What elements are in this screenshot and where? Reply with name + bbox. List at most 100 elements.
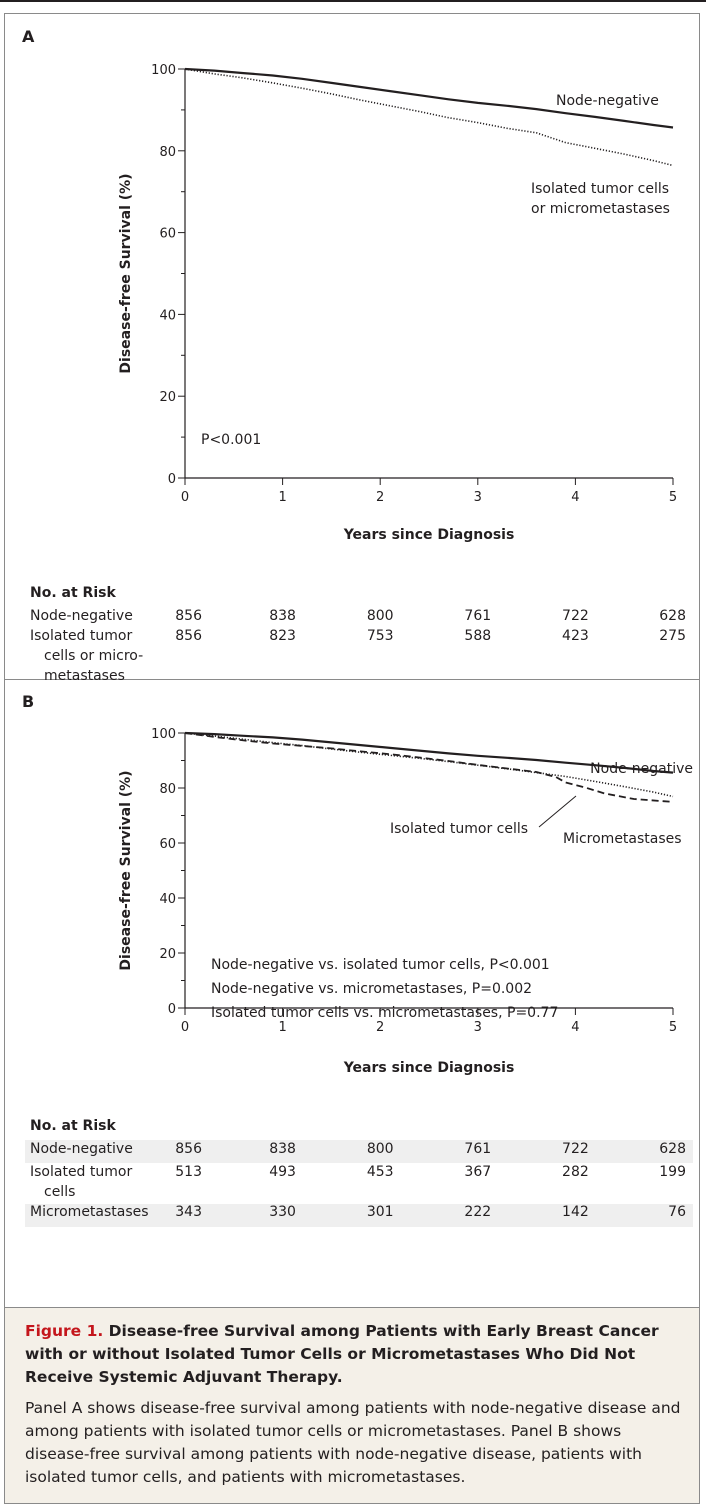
y-axis-title: Disease-free Survival (%) [118,173,134,373]
y-tick-label: 0 [168,472,176,487]
caption-title-text: Disease-free Survival among Patients wit… [25,1322,659,1386]
series-label-line: Isolated tumor cells [390,821,528,837]
risk-row-label: cells or micro- [44,648,143,664]
x-tick-label: 4 [571,490,579,505]
risk-value: 761 [464,1141,491,1157]
risk-value: 800 [367,608,394,624]
figure-frame [4,13,700,1504]
risk-table-title: No. at Risk [30,1118,116,1134]
risk-value: 838 [269,1141,296,1157]
series-label-1: Node-negative [556,93,659,109]
series-label-line: or micrometastases [531,201,670,217]
risk-value: 343 [175,1204,202,1220]
caption-title: Figure 1. Disease-free Survival among Pa… [25,1320,690,1389]
x-axis-title: Years since Diagnosis [343,527,515,543]
risk-value: 722 [562,608,589,624]
risk-row-label: Node-negative [30,608,133,624]
figure-caption: Figure 1. Disease-free Survival among Pa… [25,1320,690,1489]
series-label-3: Micrometastases [563,831,682,847]
risk-value: 722 [562,1141,589,1157]
risk-value: 423 [562,628,589,644]
caption-background [5,1308,699,1503]
y-tick-label: 0 [168,1002,176,1017]
x-tick-label: 4 [571,1020,579,1035]
risk-table-title: No. at Risk [30,585,116,601]
panel-letter: A [22,27,35,46]
series-line-3 [184,732,674,803]
series-label-2: Isolated tumor cells or micrometastases [531,181,670,217]
risk-value: 330 [269,1204,296,1220]
x-tick-label: 5 [669,490,677,505]
risk-value: 367 [464,1164,491,1180]
panel-a: A 0 20 40 60 80 100 0 1 2 3 4 5 Years since Diagnosis… [22,27,686,684]
risk-row-label: cells [44,1184,75,1200]
y-tick-label: 60 [159,227,176,242]
series-leader-line [538,795,577,828]
p-value-annotation: Node-negative vs. isolated tumor cells, … [211,957,550,973]
series-line-2 [184,732,674,798]
y-tick-label: 20 [159,390,176,405]
x-tick-label: 5 [669,1020,677,1035]
risk-value: 856 [175,628,202,644]
risk-row-label: Node-negative [30,1141,133,1157]
x-tick-label: 2 [376,1020,384,1035]
panel-letter: B [22,692,34,711]
x-tick-label: 1 [278,1020,286,1035]
y-tick-label: 100 [151,727,176,742]
risk-value: 761 [464,608,491,624]
risk-row-label: Micrometastases [30,1204,149,1220]
x-tick-label: 3 [474,1020,482,1035]
risk-value: 493 [269,1164,296,1180]
risk-value: 800 [367,1141,394,1157]
risk-value: 76 [668,1204,686,1220]
figure-label: Figure 1. [25,1322,104,1340]
x-tick-label: 0 [181,1020,189,1035]
series-line-1 [184,731,674,774]
series-line-1 [184,67,674,129]
risk-value: 453 [367,1164,394,1180]
risk-row-stripe [25,1204,693,1227]
x-tick-label: 3 [474,490,482,505]
caption-divider [4,1307,700,1308]
series-label-line: Isolated tumor cells [531,181,669,197]
p-value-annotation: P<0.001 [201,432,261,448]
risk-value: 588 [464,628,491,644]
series-line-2 [184,68,674,167]
risk-value: 856 [175,1141,202,1157]
risk-value: 199 [659,1164,686,1180]
caption-text: Panel A shows disease-free survival amon… [25,1399,681,1486]
x-tick-label: 0 [181,490,189,505]
series-label-line: Micrometastases [563,831,682,847]
panel-b: B 0 20 40 60 80 100 0 1 2 3 4 5 Years since Diagnosis… [22,692,693,1220]
x-axis-title: Years since Diagnosis [343,1060,515,1076]
risk-value: 628 [659,608,686,624]
x-tick-label: 1 [278,490,286,505]
p-value-annotation: Isolated tumor cells vs. micrometastases… [211,1005,558,1021]
risk-table-stripes [25,1140,693,1227]
y-tick-label: 100 [151,63,176,78]
risk-row-label: Isolated tumor [30,1164,132,1180]
top-rule [0,0,706,2]
series-label-1: Node-negative [590,761,693,777]
x-tick-label: 2 [376,490,384,505]
panel-divider [4,679,700,680]
series-label-line: Node-negative [556,93,659,109]
risk-row-label: Isolated tumor [30,628,132,644]
risk-value: 838 [269,608,296,624]
y-tick-label: 80 [159,145,176,160]
risk-value: 628 [659,1141,686,1157]
series-label-2: Isolated tumor cells [390,821,528,837]
y-tick-label: 80 [159,782,176,797]
risk-value: 753 [367,628,394,644]
risk-value: 142 [562,1204,589,1220]
y-axis-title: Disease-free Survival (%) [118,770,134,970]
y-tick-label: 40 [159,308,176,323]
risk-value: 275 [659,628,686,644]
y-tick-label: 20 [159,947,176,962]
risk-value: 823 [269,628,296,644]
risk-value: 282 [562,1164,589,1180]
risk-row-label: metastases [44,668,125,684]
risk-value: 513 [175,1164,202,1180]
y-tick-label: 40 [159,892,176,907]
